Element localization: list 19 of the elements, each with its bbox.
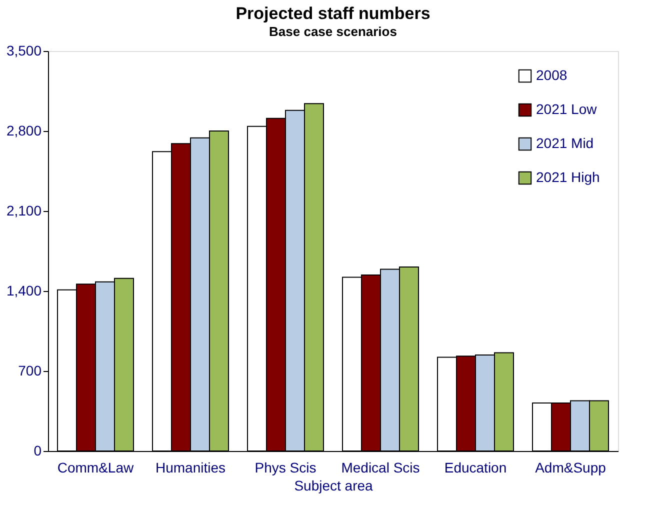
x-tick-label: Comm&Law [57, 460, 135, 476]
x-tick-label: Humanities [155, 460, 226, 476]
chart-title: Projected staff numbers [236, 4, 430, 23]
y-tick-label: 2,800 [6, 122, 42, 138]
x-tick-label: Adm&Supp [535, 460, 606, 476]
y-tick-label: 700 [18, 362, 42, 378]
y-tick-label: 3,500 [6, 42, 42, 58]
x-tick-label: Phys Scis [254, 460, 316, 476]
y-tick-label: 2,100 [6, 202, 42, 218]
chart-subtitle: Base case scenarios [269, 24, 397, 39]
y-tick-label: 0 [34, 442, 42, 458]
legend-label: 2008 [536, 67, 568, 83]
x-tick-label: Medical Scis [341, 460, 420, 476]
legend-label: 2021 Mid [536, 135, 594, 151]
x-axis-title: Subject area [294, 478, 374, 494]
legend-label: 2021 Low [536, 101, 598, 117]
legend-label: 2021 High [536, 169, 600, 185]
y-tick-label: 1,400 [6, 282, 42, 298]
x-tick-label: Education [444, 460, 507, 476]
